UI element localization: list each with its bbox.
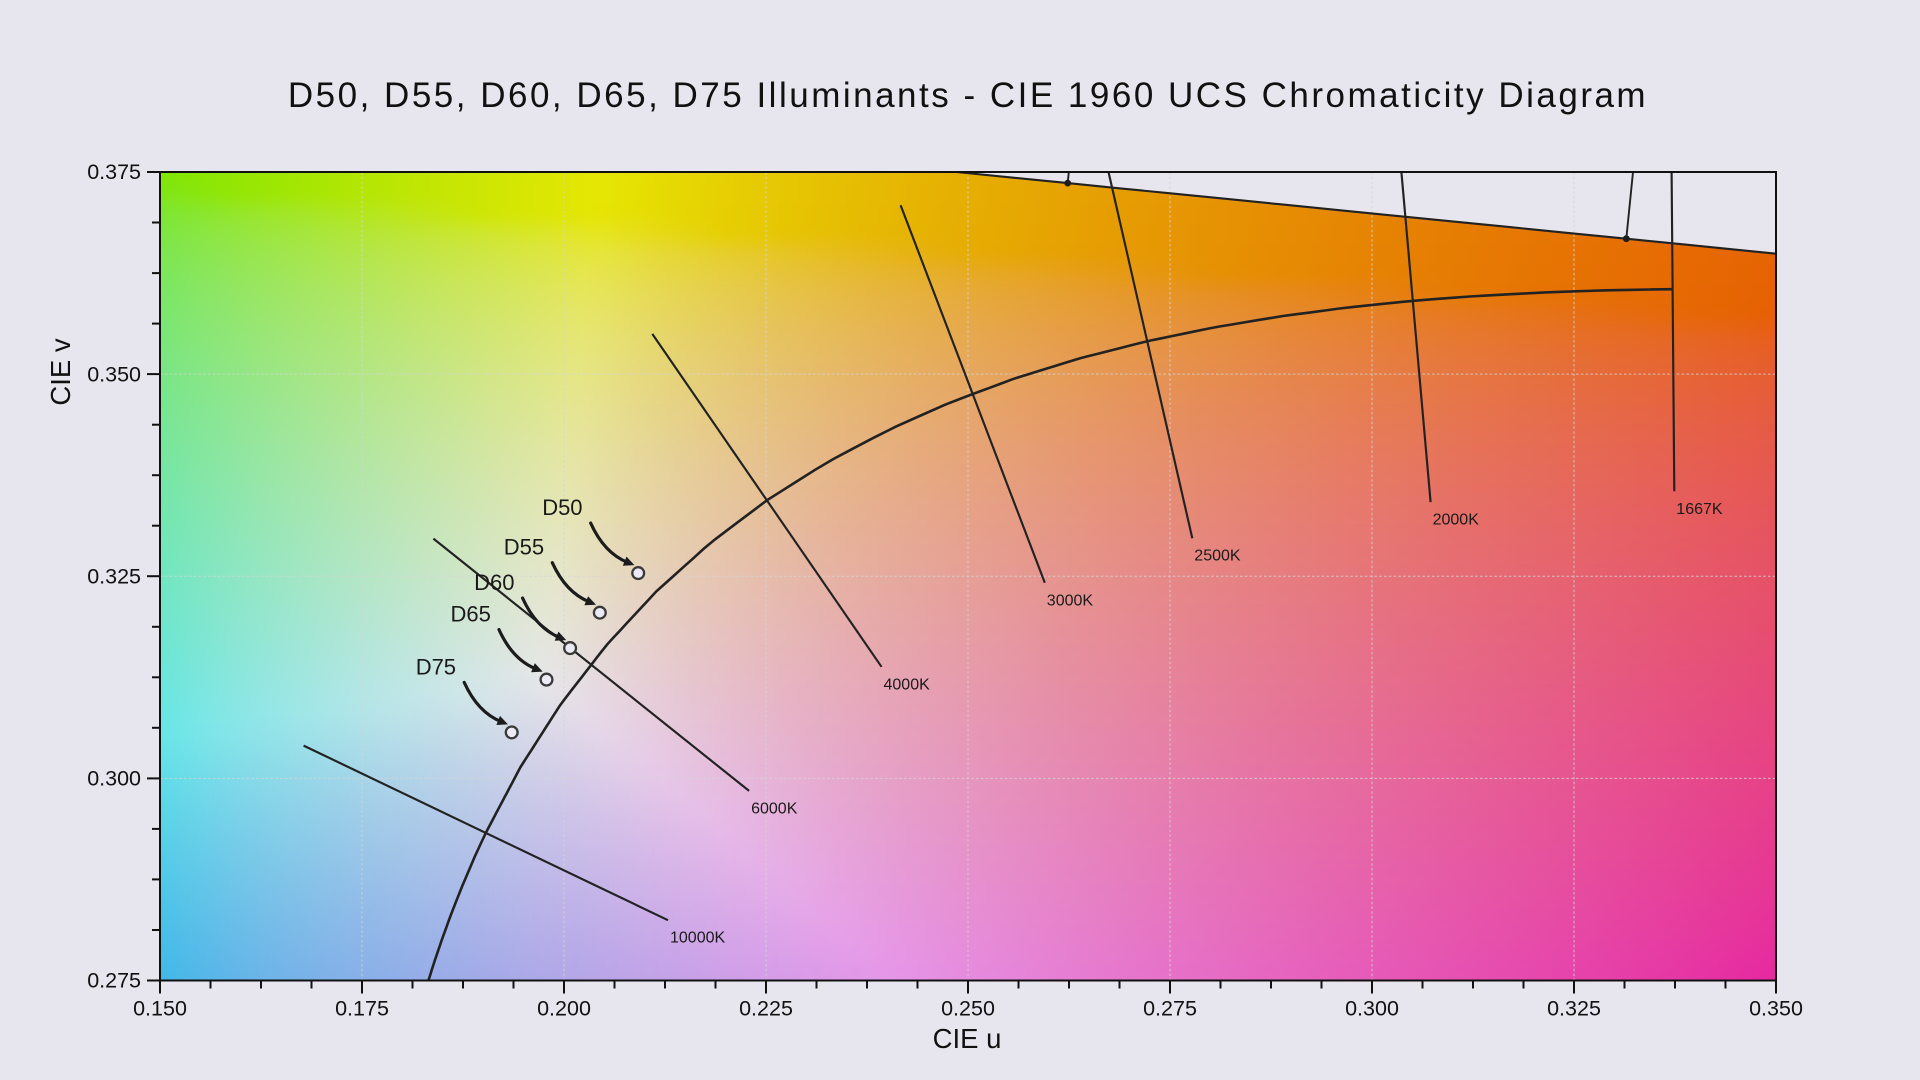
svg-text:0.200: 0.200 xyxy=(537,997,591,1021)
svg-text:3000K: 3000K xyxy=(1047,592,1094,609)
svg-text:2500K: 2500K xyxy=(1194,548,1241,565)
svg-text:4000K: 4000K xyxy=(884,676,931,693)
svg-text:0.300: 0.300 xyxy=(1345,997,1399,1021)
svg-text:0.350: 0.350 xyxy=(87,362,141,386)
svg-text:1667K: 1667K xyxy=(1676,501,1723,518)
svg-text:0.325: 0.325 xyxy=(87,565,141,589)
svg-text:0.275: 0.275 xyxy=(87,969,141,993)
svg-text:CIE u: CIE u xyxy=(933,1023,1002,1054)
svg-text:0.325: 0.325 xyxy=(1547,997,1601,1021)
svg-text:D75: D75 xyxy=(416,654,456,679)
svg-text:D55: D55 xyxy=(504,535,544,560)
svg-text:0.300: 0.300 xyxy=(87,767,141,791)
svg-text:D50, D55, D60, D65, D75 Illumi: D50, D55, D60, D65, D75 Illuminants - CI… xyxy=(288,76,1648,115)
svg-text:0.175: 0.175 xyxy=(335,997,389,1021)
svg-text:0.250: 0.250 xyxy=(941,997,995,1021)
svg-text:0.375: 0.375 xyxy=(87,160,141,184)
svg-text:CIE v: CIE v xyxy=(45,338,76,405)
svg-text:D60: D60 xyxy=(474,570,514,595)
svg-text:0.225: 0.225 xyxy=(739,997,793,1021)
svg-text:D65: D65 xyxy=(451,602,491,627)
svg-text:D50: D50 xyxy=(542,495,582,520)
svg-text:2000K: 2000K xyxy=(1433,512,1480,529)
svg-text:6000K: 6000K xyxy=(751,800,798,817)
svg-text:0.150: 0.150 xyxy=(133,997,187,1021)
svg-text:0.275: 0.275 xyxy=(1143,997,1197,1021)
svg-text:10000K: 10000K xyxy=(670,930,725,947)
svg-text:0.350: 0.350 xyxy=(1749,997,1803,1021)
